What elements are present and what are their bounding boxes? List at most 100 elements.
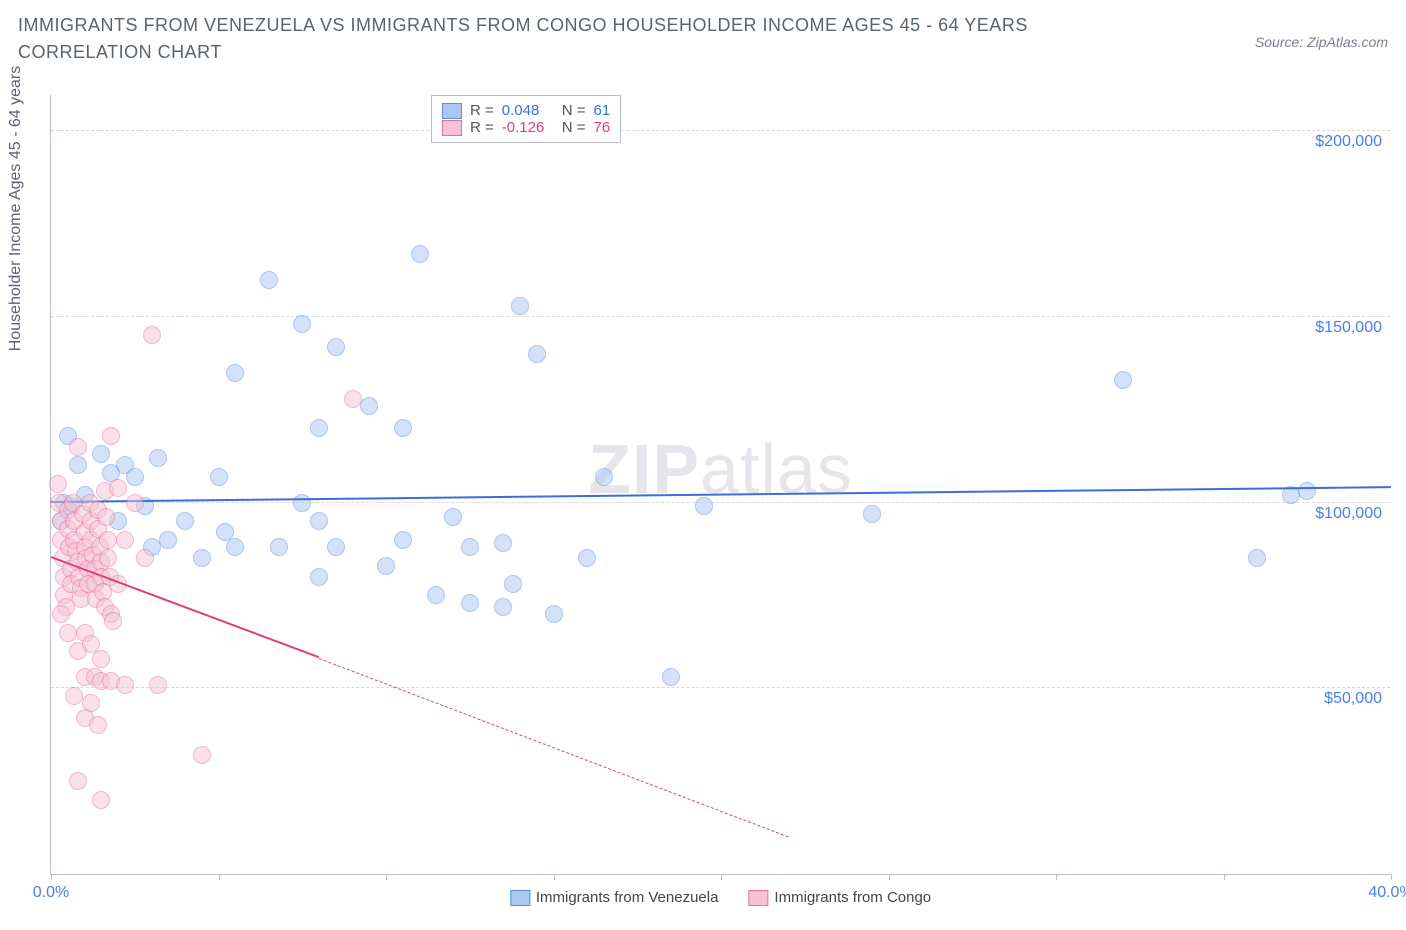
r-label: R =: [470, 119, 494, 136]
data-point: [102, 427, 120, 445]
data-point: [136, 549, 154, 567]
data-point: [578, 549, 596, 567]
data-point: [310, 568, 328, 586]
data-point: [427, 586, 445, 604]
data-point: [92, 791, 110, 809]
scatter-chart: ZIPatlas Householder Income Ages 45 - 64…: [50, 95, 1390, 875]
data-point: [116, 531, 134, 549]
x-tick: [1224, 874, 1225, 880]
data-point: [344, 390, 362, 408]
chart-title: IMMIGRANTS FROM VENEZUELA VS IMMIGRANTS …: [18, 12, 1118, 66]
data-point: [92, 650, 110, 668]
r-value: 0.048: [502, 102, 554, 119]
legend-row: R = -0.126 N = 76: [442, 119, 610, 136]
data-point: [461, 538, 479, 556]
y-tick-label: $100,000: [1315, 505, 1382, 523]
data-point: [99, 531, 117, 549]
y-tick-label: $200,000: [1315, 133, 1382, 151]
data-point: [176, 512, 194, 530]
series-legend: Immigrants from Venezuela Immigrants from…: [510, 889, 931, 906]
legend-item: Immigrants from Congo: [748, 889, 931, 906]
data-point: [695, 497, 713, 515]
legend-label: Immigrants from Congo: [774, 889, 931, 906]
data-point: [92, 445, 110, 463]
gridline: [51, 316, 1390, 317]
x-min-label: 0.0%: [33, 884, 69, 902]
data-point: [59, 624, 77, 642]
data-point: [89, 716, 107, 734]
data-point: [327, 538, 345, 556]
trend-line: [51, 486, 1391, 503]
data-point: [49, 475, 67, 493]
data-point: [226, 538, 244, 556]
data-point: [293, 494, 311, 512]
data-point: [1248, 549, 1266, 567]
r-value: -0.126: [502, 119, 554, 136]
legend-item: Immigrants from Venezuela: [510, 889, 719, 906]
data-point: [143, 326, 161, 344]
data-point: [444, 508, 462, 526]
x-tick: [1391, 874, 1392, 880]
data-point: [97, 508, 115, 526]
data-point: [65, 687, 83, 705]
data-point: [293, 315, 311, 333]
gridline: [51, 502, 1390, 503]
y-tick-label: $150,000: [1315, 319, 1382, 337]
x-tick: [721, 874, 722, 880]
data-point: [210, 468, 228, 486]
data-point: [126, 494, 144, 512]
x-tick: [1056, 874, 1057, 880]
data-point: [411, 245, 429, 263]
data-point: [1114, 371, 1132, 389]
data-point: [863, 505, 881, 523]
data-point: [310, 419, 328, 437]
legend-row: R = 0.048 N = 61: [442, 102, 610, 119]
y-tick-label: $50,000: [1324, 690, 1382, 708]
legend-swatch: [510, 890, 530, 906]
data-point: [310, 512, 328, 530]
data-point: [360, 397, 378, 415]
legend-label: Immigrants from Venezuela: [536, 889, 719, 906]
data-point: [494, 534, 512, 552]
data-point: [159, 531, 177, 549]
data-point: [149, 676, 167, 694]
data-point: [595, 468, 613, 486]
data-point: [394, 531, 412, 549]
data-point: [193, 549, 211, 567]
watermark: ZIPatlas: [588, 429, 853, 509]
legend-swatch: [748, 890, 768, 906]
data-point: [270, 538, 288, 556]
x-tick: [219, 874, 220, 880]
data-point: [116, 676, 134, 694]
data-point: [494, 598, 512, 616]
data-point: [69, 456, 87, 474]
data-point: [260, 271, 278, 289]
data-point: [394, 419, 412, 437]
data-point: [1298, 482, 1316, 500]
data-point: [193, 746, 211, 764]
trend-line: [319, 658, 788, 837]
gridline: [51, 687, 1390, 688]
data-point: [226, 364, 244, 382]
x-tick: [889, 874, 890, 880]
data-point: [504, 575, 522, 593]
data-point: [104, 612, 122, 630]
legend-swatch: [442, 120, 462, 136]
n-value: 76: [594, 119, 611, 136]
n-label: N =: [562, 119, 586, 136]
n-value: 61: [594, 102, 611, 119]
data-point: [327, 338, 345, 356]
correlation-legend: R = 0.048 N = 61 R = -0.126 N = 76: [431, 95, 621, 143]
data-point: [99, 549, 117, 567]
data-point: [528, 345, 546, 363]
data-point: [149, 449, 167, 467]
x-tick: [51, 874, 52, 880]
n-label: N =: [562, 102, 586, 119]
data-point: [511, 297, 529, 315]
data-point: [545, 605, 563, 623]
data-point: [377, 557, 395, 575]
legend-swatch: [442, 103, 462, 119]
x-tick: [386, 874, 387, 880]
data-point: [52, 605, 70, 623]
data-point: [126, 468, 144, 486]
